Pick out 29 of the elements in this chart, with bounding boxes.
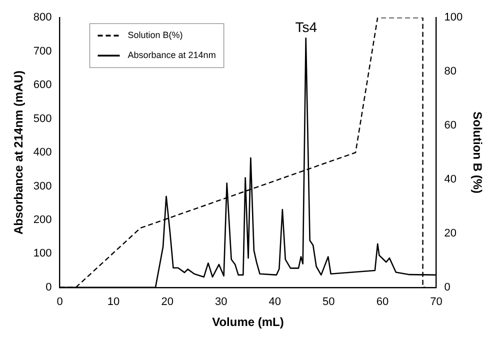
y2-tick-label: 20 — [444, 227, 456, 240]
y-tick-label: 400 — [33, 146, 52, 159]
annotation: Ts4 — [295, 19, 318, 36]
y-tick-label: 300 — [33, 180, 52, 192]
y2-axis-title: Solution B (%) — [470, 112, 484, 194]
x-tick-label: 20 — [161, 296, 174, 308]
y-tick-label: 100 — [33, 248, 52, 260]
x-tick-label: 50 — [322, 296, 335, 308]
x-tick-label: 0 — [56, 296, 63, 308]
y2-tick-label: 100 — [444, 12, 463, 24]
y-tick-label: 600 — [33, 79, 52, 92]
x-axis-title: Volume (mL) — [212, 315, 284, 330]
y2-tick-label: 60 — [444, 120, 456, 132]
x-tick-label: 70 — [430, 296, 442, 308]
y-axis-title: Absorbance at 214nm (mAU) — [12, 70, 26, 235]
y-tick-label: 0 — [46, 281, 52, 294]
y-tick-label: 700 — [33, 45, 52, 58]
x-tick-label: 10 — [107, 296, 120, 308]
y-tick-label: 500 — [33, 112, 52, 125]
y2-tick-label: 0 — [444, 281, 450, 294]
x-tick-label: 40 — [268, 296, 282, 308]
legend-label: Solution B(%) — [128, 30, 183, 40]
y-tick-label: 800 — [33, 12, 52, 24]
x-tick-label: 30 — [214, 296, 228, 308]
y-tick-label: 200 — [33, 214, 52, 226]
y2-tick-label: 80 — [444, 66, 456, 78]
y2-tick-label: 40 — [444, 174, 456, 186]
x-tick-label: 60 — [376, 296, 389, 308]
legend-label: Absorbance at 214nm — [128, 50, 216, 60]
